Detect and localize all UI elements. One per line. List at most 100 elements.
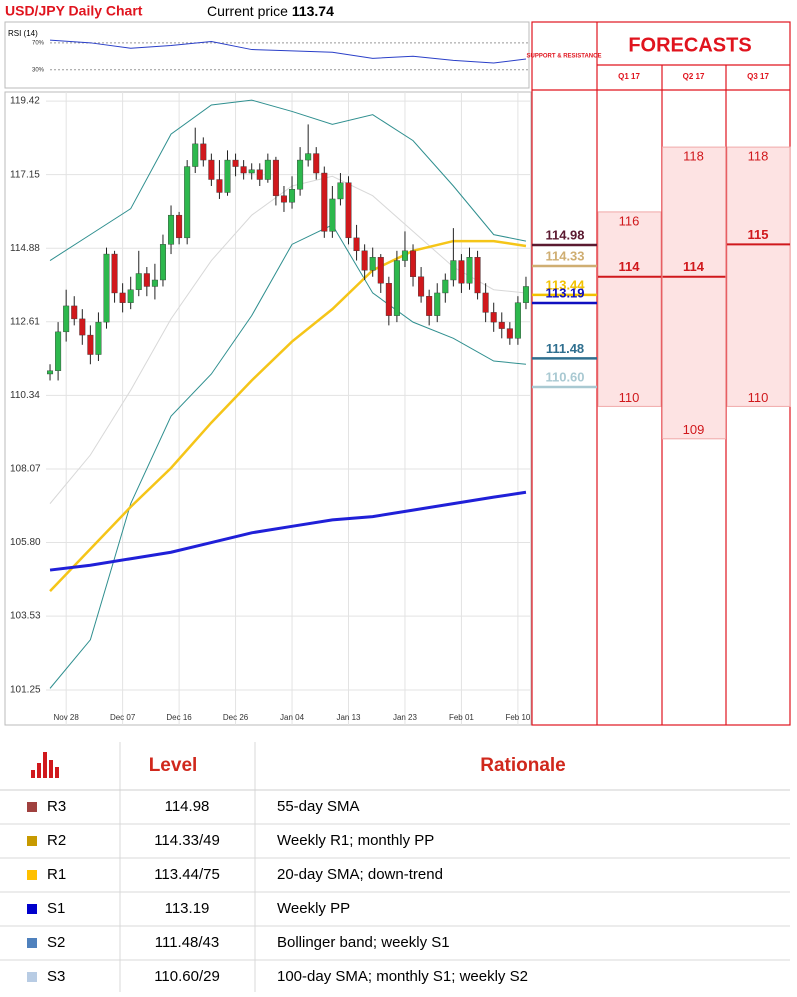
level-label: 114.98 (545, 227, 584, 242)
y-tick-label: 119.42 (10, 96, 40, 107)
candle-body (450, 260, 457, 281)
candle-body (474, 257, 481, 294)
forecast-low: 109 (683, 422, 705, 437)
candle-body (280, 195, 287, 203)
level-value: 110.60/29 (154, 968, 220, 985)
rsi-frame (4, 21, 530, 89)
level-marker (27, 836, 37, 846)
candle-body (232, 159, 239, 167)
level-value: 113.19 (165, 900, 210, 917)
level-code: S3 (47, 968, 65, 985)
level-label: 113.44 (545, 277, 585, 292)
candle-body (248, 169, 255, 174)
y-tick-label: 108.07 (10, 464, 41, 475)
indicator-line (49, 224, 527, 689)
forecast-low: 110 (619, 390, 640, 405)
rationale: 20-day SMA; down-trend (277, 866, 443, 883)
y-tick-label: 101.25 (10, 685, 41, 696)
candle-body (434, 292, 441, 316)
icon-bar (31, 770, 35, 778)
level-code: S2 (47, 934, 65, 951)
candle-body (410, 250, 417, 277)
x-tick-label: Dec 07 (110, 713, 136, 722)
candle-body (321, 172, 328, 232)
level-value: 114.33/49 (154, 832, 220, 849)
plot-frame (4, 91, 532, 726)
y-tick-label: 114.88 (10, 243, 40, 254)
indicator-line (49, 490, 527, 572)
candle-body (127, 289, 134, 303)
candle-body (458, 260, 465, 284)
forecast-high: 116 (619, 213, 640, 228)
forecast-column-label: Q2 17 (683, 72, 705, 81)
candle-body (71, 305, 78, 320)
level-marker (27, 938, 37, 948)
level-value: 113.44/75 (154, 866, 220, 883)
current-price-label: Current price (207, 3, 288, 19)
forecast-mid-label: 114 (683, 259, 705, 274)
candle-body (216, 179, 223, 193)
rationale: Weekly R1; monthly PP (277, 832, 434, 849)
candle-body (442, 279, 449, 294)
y-tick-label: 117.15 (10, 169, 40, 180)
level-code: S1 (47, 900, 65, 917)
indicator-line (49, 99, 527, 261)
candle-body (159, 244, 166, 281)
candle-body (377, 257, 384, 284)
y-tick-label: 30% (32, 67, 45, 73)
candle-body (345, 182, 352, 239)
level-marker (27, 802, 37, 812)
table-header: Rationale (480, 755, 566, 776)
candle-body (393, 260, 400, 316)
level-label: 111.48 (546, 341, 584, 356)
forecast-column-label: Q1 17 (618, 72, 640, 81)
y-tick-label: 103.53 (10, 611, 41, 622)
candle-body (264, 159, 271, 180)
forecast-range (726, 146, 791, 407)
candle-body (87, 334, 94, 355)
candle-body (240, 166, 247, 174)
x-tick-label: Feb 01 (449, 713, 474, 722)
level-code: R1 (47, 866, 66, 883)
candle-body (401, 250, 408, 261)
candle-body (63, 305, 70, 333)
candle-body (361, 250, 368, 271)
candle-body (353, 237, 360, 252)
candle-body (506, 328, 513, 339)
x-tick-label: Dec 16 (166, 713, 192, 722)
forecast-range (597, 211, 662, 407)
x-tick-label: Jan 04 (280, 713, 305, 722)
x-tick-label: Dec 26 (223, 713, 249, 722)
forecasts-title: FORECASTS (628, 34, 751, 56)
candle-body (272, 159, 279, 196)
candle-body (55, 331, 62, 371)
rationale: Weekly PP (277, 900, 350, 917)
current-price: Current price 113.74 (207, 3, 334, 19)
forecast-range (662, 146, 726, 440)
candle-body (522, 286, 529, 303)
candle-body (176, 214, 183, 239)
candle-body (135, 273, 142, 290)
candle-body (289, 189, 296, 203)
level-label: 110.60 (545, 369, 584, 384)
level-code: R2 (47, 832, 66, 849)
forecast-mid-label: 114 (619, 259, 641, 274)
forecast-high: 118 (683, 149, 704, 164)
forecast-high: 118 (748, 149, 769, 164)
forecast-low: 110 (748, 390, 769, 405)
x-tick-label: Jan 23 (393, 713, 418, 722)
table-header: Level (149, 755, 198, 776)
candle-body (490, 312, 497, 323)
y-tick-label: 112.61 (10, 316, 40, 327)
level-value: 114.98 (165, 798, 210, 815)
level-label: 114.33 (545, 248, 584, 263)
forecast-mid-label: 115 (748, 227, 769, 242)
y-tick-label: 70% (32, 40, 45, 46)
level-marker (27, 870, 37, 880)
current-price-value: 113.74 (292, 3, 334, 19)
candle-body (305, 153, 312, 161)
candle-body (95, 321, 102, 355)
level-value: 111.48/43 (155, 934, 220, 951)
candle-body (224, 159, 231, 193)
